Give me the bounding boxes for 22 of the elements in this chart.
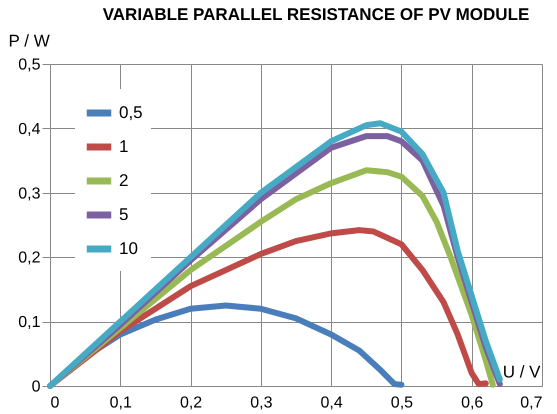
legend-label: 5 — [119, 205, 128, 224]
y-tick-label: 0,4 — [18, 120, 41, 138]
y-tick-label: 0 — [32, 378, 41, 396]
x-tick-label: 0,1 — [110, 394, 132, 412]
x-tick-label: 0,6 — [461, 394, 484, 412]
x-tick-label: 0,4 — [320, 394, 343, 412]
legend-label: 2 — [119, 171, 128, 190]
x-tick-label: 0,3 — [250, 394, 273, 412]
x-tick-label: 0,2 — [180, 394, 202, 412]
y-tick-label: 0,2 — [18, 250, 41, 267]
legend-label: 0,5 — [119, 103, 143, 122]
x-tick-label: 0,5 — [390, 394, 414, 412]
y-tick-label: 0,3 — [18, 185, 41, 202]
x-axis-title: U / V — [502, 362, 542, 382]
x-tick-label: 0,7 — [520, 394, 543, 412]
legend-label: 10 — [119, 239, 138, 258]
legend-label: 1 — [119, 137, 128, 156]
y-tick-label: 0,5 — [18, 56, 41, 74]
y-axis-title: P / W — [8, 32, 50, 50]
x-tick-label: 0 — [50, 394, 60, 412]
y-tick-label: 0,1 — [18, 314, 41, 332]
chart-title: VARIABLE PARALLEL RESISTANCE OF PV MODULE — [102, 5, 530, 24]
